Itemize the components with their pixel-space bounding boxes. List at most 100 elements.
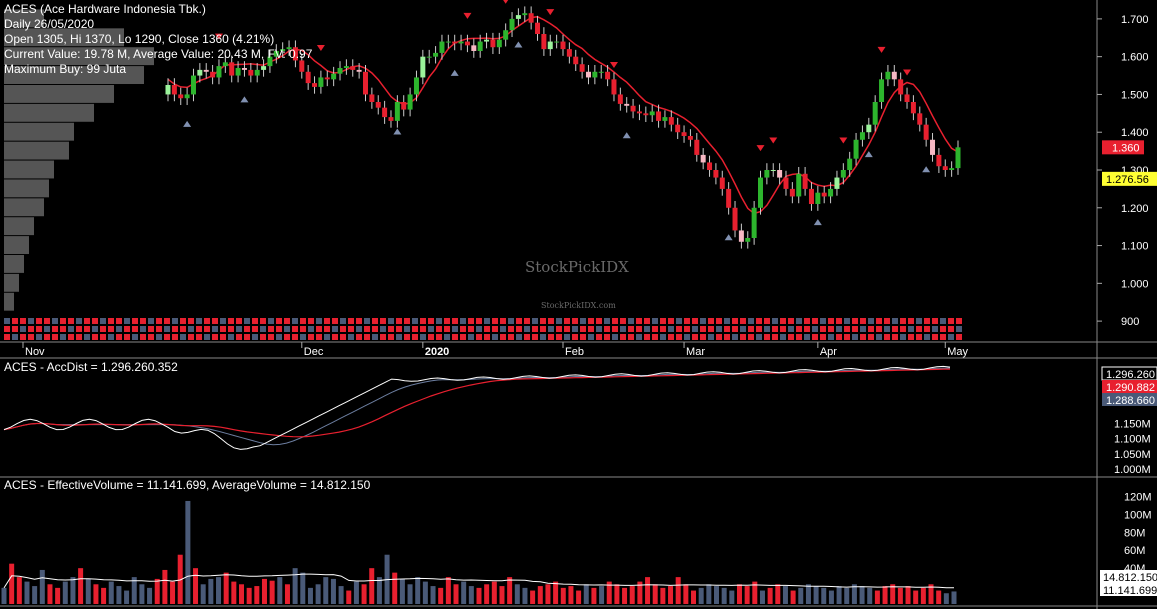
signal-square	[220, 334, 226, 340]
signal-square	[404, 318, 410, 324]
signal-square	[852, 326, 858, 332]
signal-square	[676, 326, 682, 332]
signal-square	[172, 318, 178, 324]
volume-tag	[1100, 570, 1157, 583]
sell-arrow	[839, 137, 848, 144]
candle-body	[203, 69, 209, 72]
candle-body	[859, 132, 865, 140]
signal-square	[580, 326, 586, 332]
signal-square	[196, 334, 202, 340]
signal-square	[636, 326, 642, 332]
signal-square	[92, 318, 98, 324]
signal-square	[4, 334, 10, 340]
volume-profile-bar	[4, 9, 44, 28]
signal-square	[868, 334, 874, 340]
signal-square	[148, 334, 154, 340]
signal-square	[100, 326, 106, 332]
signal-square	[276, 334, 282, 340]
signal-square	[468, 326, 474, 332]
volume-bar	[438, 587, 444, 604]
volume-bar	[16, 577, 22, 604]
candle-body	[605, 71, 611, 80]
candle-body	[707, 162, 713, 170]
signal-square	[308, 326, 314, 332]
volume-bar	[85, 578, 91, 604]
candle-body	[751, 207, 757, 238]
candle-body	[713, 170, 719, 178]
signal-square	[460, 318, 466, 324]
signal-square	[708, 326, 714, 332]
signal-square	[244, 318, 250, 324]
volume-bar	[62, 581, 68, 604]
signal-square	[884, 318, 890, 324]
signal-square	[956, 326, 962, 332]
volume-bar	[706, 584, 712, 604]
volume-profile-bar	[4, 198, 44, 217]
signal-square	[300, 326, 306, 332]
accdist-y-label: 1.000M	[1114, 464, 1151, 476]
signal-square	[140, 326, 146, 332]
candle-body	[382, 107, 388, 118]
signal-square	[436, 318, 442, 324]
signal-square	[868, 318, 874, 324]
volume-profile-bar	[4, 122, 74, 141]
signal-square	[524, 318, 530, 324]
volume-profile-bar	[4, 28, 124, 47]
volume-bar	[568, 586, 574, 604]
volume-bar	[775, 584, 781, 604]
signal-square	[724, 318, 730, 324]
signal-square	[36, 318, 42, 324]
candle-body	[484, 39, 490, 42]
signal-square	[772, 334, 778, 340]
candle-body	[401, 102, 407, 110]
signal-square	[116, 334, 122, 340]
candle-body	[286, 47, 292, 50]
candle-body	[732, 207, 738, 231]
signal-square	[876, 334, 882, 340]
signal-square	[828, 326, 834, 332]
signal-square	[532, 318, 538, 324]
volume-profile-bar	[4, 273, 19, 292]
signal-square	[164, 318, 170, 324]
last-close-tag	[1102, 140, 1144, 155]
signal-square	[948, 318, 954, 324]
signal-square	[332, 334, 338, 340]
volume-bar	[468, 586, 474, 604]
accdist-tag-label: 1.290.882	[1106, 382, 1155, 394]
candle-body	[700, 154, 706, 163]
signal-square	[580, 318, 586, 324]
signal-square	[492, 326, 498, 332]
volume-profile-bar	[4, 160, 54, 179]
signal-square	[292, 318, 298, 324]
signal-square	[228, 318, 234, 324]
volume-y-label: 120M	[1124, 491, 1152, 503]
signal-square	[508, 318, 514, 324]
signal-square	[644, 334, 650, 340]
candle-body	[292, 47, 298, 61]
volume-tag-label: 14.812.150	[1103, 572, 1157, 584]
candle-body	[955, 147, 961, 169]
signal-square	[860, 326, 866, 332]
signal-square	[356, 326, 362, 332]
signal-square	[60, 318, 66, 324]
signal-square	[108, 334, 114, 340]
candle-body	[178, 94, 184, 99]
volume-bar	[39, 569, 45, 604]
signal-square	[20, 318, 26, 324]
volume-bar	[920, 587, 926, 604]
signal-square	[84, 326, 90, 332]
candle-body	[394, 102, 400, 121]
signal-square	[740, 326, 746, 332]
signal-square	[284, 318, 290, 324]
signal-square	[132, 334, 138, 340]
signal-square	[340, 326, 346, 332]
signal-square	[780, 318, 786, 324]
signal-square	[76, 326, 82, 332]
volume-bar	[560, 587, 566, 604]
watermark: StockPickIDX	[525, 258, 629, 276]
signal-square	[716, 334, 722, 340]
candle-body	[872, 102, 878, 125]
signal-square	[668, 334, 674, 340]
candle-body	[789, 188, 795, 197]
candle-body	[796, 173, 802, 197]
